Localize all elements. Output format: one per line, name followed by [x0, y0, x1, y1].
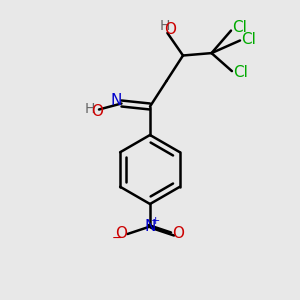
- Text: N: N: [144, 219, 156, 234]
- Text: O: O: [92, 103, 104, 118]
- Text: Cl: Cl: [241, 32, 256, 46]
- Text: H: H: [159, 20, 170, 33]
- Text: Cl: Cl: [233, 65, 248, 80]
- Text: +: +: [151, 216, 160, 226]
- Text: O: O: [164, 22, 176, 37]
- Text: Cl: Cl: [232, 20, 247, 35]
- Text: H: H: [85, 102, 95, 116]
- Text: O: O: [172, 226, 184, 242]
- Text: −: −: [112, 232, 123, 245]
- Text: O: O: [116, 226, 128, 242]
- Text: N: N: [110, 93, 122, 108]
